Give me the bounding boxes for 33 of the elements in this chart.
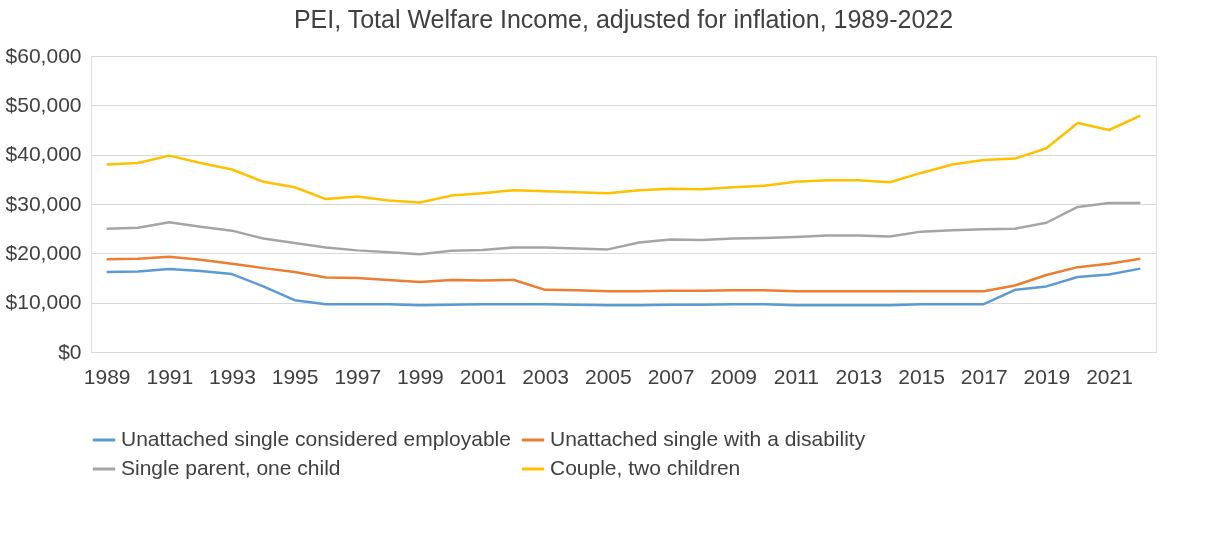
x-tick-label: 2001 <box>459 364 507 388</box>
x-tick-label: 2013 <box>835 364 883 388</box>
x-tick-label: 2005 <box>584 364 632 388</box>
legend-label: Unattached single considered employable <box>121 427 511 450</box>
line-series <box>105 267 1142 307</box>
x-tick-label: 2011 <box>773 364 819 388</box>
line-series <box>105 201 1142 256</box>
legend-label: Single parent, one child <box>121 456 341 479</box>
line-series <box>105 114 1142 204</box>
x-tick-label: 1997 <box>334 364 382 388</box>
line-series <box>105 255 1142 293</box>
x-tick-label: 1991 <box>146 364 194 388</box>
x-tick-label: 2019 <box>1023 364 1071 388</box>
x-tick-label: 2015 <box>898 364 945 388</box>
legend-label: Unattached single with a disability <box>550 427 866 450</box>
y-tick-label: $20,000 <box>5 240 82 264</box>
y-tick-label: $0 <box>58 339 82 363</box>
y-tick-label: $40,000 <box>5 142 82 166</box>
y-tick-label: $10,000 <box>5 290 82 314</box>
chart-title: PEI, Total Welfare Income, adjusted for inflation, 1989-2022 <box>293 5 954 33</box>
legend-label: Couple, two children <box>550 456 741 479</box>
x-tick-label: 1993 <box>209 364 256 388</box>
y-tick-label: $60,000 <box>5 43 82 67</box>
x-tick-label: 1989 <box>83 364 131 388</box>
x-tick-label: 2003 <box>522 364 570 388</box>
x-tick-label: 2017 <box>960 364 1008 388</box>
y-tick-label: $30,000 <box>5 191 82 215</box>
y-tick-label: $50,000 <box>5 92 82 116</box>
x-tick-label: 1999 <box>397 364 444 388</box>
x-tick-label: 2021 <box>1086 364 1133 388</box>
x-tick-label: 1995 <box>271 364 319 388</box>
x-tick-label: 2007 <box>647 364 695 388</box>
x-tick-label: 2009 <box>710 364 757 388</box>
